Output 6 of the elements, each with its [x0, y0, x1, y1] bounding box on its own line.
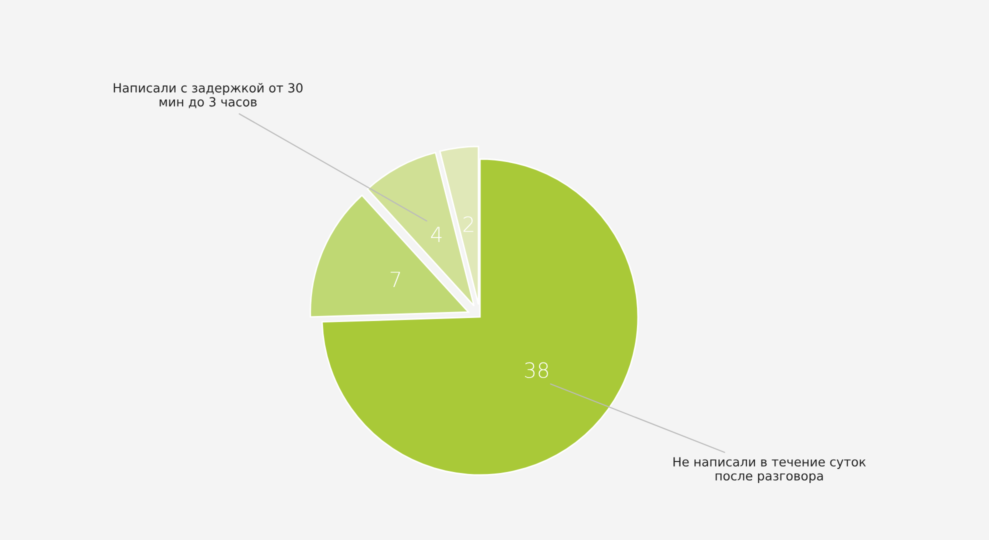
- data-label: 4: [431, 226, 442, 242]
- slice-label: Не написали в течение суток после разговора: [674, 457, 866, 483]
- slice-label: Написали с задержкой от 30 мин до 3 часов: [114, 82, 303, 108]
- data-label: 7: [390, 272, 400, 288]
- data-label: 38: [525, 362, 548, 378]
- data-label: 2: [464, 216, 474, 232]
